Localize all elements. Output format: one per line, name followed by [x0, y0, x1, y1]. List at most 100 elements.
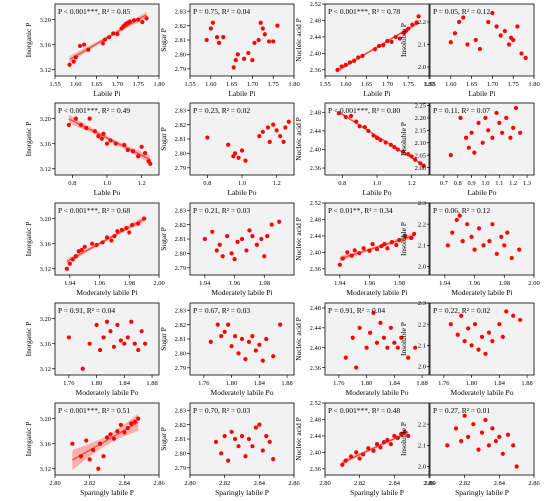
data-point: [481, 243, 486, 248]
x-tick-label: 1.1: [495, 180, 503, 187]
data-point: [465, 222, 470, 227]
data-point: [502, 28, 507, 34]
x-tick-label: 2.84: [389, 480, 401, 487]
data-point: [215, 322, 220, 327]
y-tick-label: 3.16: [40, 42, 52, 49]
data-point: [378, 138, 383, 143]
y-tick-label: 3.16: [40, 141, 52, 148]
data-point: [483, 115, 488, 120]
data-point: [112, 234, 117, 239]
data-point: [66, 122, 71, 128]
y-tick-label: 2.15: [415, 128, 426, 135]
data-point: [115, 31, 120, 37]
stats-annotation: P = 0.05, R² = 0.12: [433, 7, 490, 16]
y-tick-label: 2.36: [310, 165, 322, 172]
data-point: [254, 242, 259, 247]
data-point: [374, 246, 380, 252]
y-tick-label: 2.82: [175, 322, 186, 329]
x-tick-label: 2.80: [319, 480, 330, 487]
x-tick-label: 1.55: [424, 81, 435, 88]
y-tick-label: 2.83: [175, 307, 186, 314]
data-point: [226, 142, 231, 147]
data-point: [118, 422, 123, 428]
data-point: [409, 154, 414, 159]
x-axis-label: Labile Po: [228, 188, 257, 197]
plot-area: [324, 302, 430, 376]
stats-annotation: P < 0.001***, R² = 0.78: [328, 7, 400, 16]
data-point: [381, 43, 386, 48]
x-tick-label: 1.98: [124, 280, 135, 287]
stats-annotation: P = 0.23, R² = 0.02: [193, 106, 250, 115]
x-tick-label: 2.84: [254, 480, 266, 487]
plot-area: [429, 3, 535, 77]
scatter-panel: 0.8 1.0 1.2 3.12 3.16 3.20 P < 0.001***, R² = …: [24, 102, 160, 197]
data-point: [148, 161, 153, 166]
data-point: [115, 322, 120, 328]
data-point: [225, 234, 230, 239]
y-tick-label: 2.44: [310, 325, 322, 332]
data-point: [241, 56, 247, 61]
data-point: [84, 438, 89, 443]
data-point: [101, 454, 106, 459]
data-point: [371, 133, 376, 138]
data-point: [378, 445, 383, 450]
data-point: [122, 341, 127, 346]
data-point: [221, 35, 226, 40]
data-point: [250, 58, 255, 63]
y-axis-label: Sugar P: [159, 127, 168, 151]
data-point: [253, 348, 258, 353]
data-point: [354, 119, 359, 124]
data-point: [366, 128, 371, 133]
data-point: [416, 14, 421, 19]
data-point: [413, 157, 418, 162]
x-tick-label: 1.80: [466, 380, 477, 387]
y-tick-label: 2.79: [175, 165, 186, 172]
scatter-panel: 1.76 1.80 1.84 1.88 2.36 2.40 2.44 2.48 P = 0.91…: [294, 302, 430, 397]
data-point: [108, 138, 113, 143]
data-point: [457, 19, 462, 25]
x-axis-label: Labile Pi: [363, 89, 390, 98]
data-point: [360, 53, 365, 58]
data-point: [357, 325, 362, 330]
y-tick-label: 2.81: [175, 236, 186, 243]
x-tick-label: 1.70: [247, 81, 258, 88]
data-point: [454, 217, 459, 223]
data-point: [448, 322, 453, 327]
data-point: [354, 450, 359, 455]
data-point: [236, 351, 241, 356]
data-point: [111, 436, 117, 441]
data-point: [132, 419, 137, 424]
x-tick-label: 1.88: [416, 380, 427, 387]
data-point: [399, 335, 404, 340]
data-point: [352, 248, 357, 253]
data-point: [460, 239, 465, 244]
y-tick-label: 3.20: [40, 116, 51, 123]
x-tick-label: 1.96: [229, 280, 241, 287]
x-tick-label: 1.70: [487, 81, 498, 88]
data-point: [73, 254, 78, 259]
stats-annotation: P = 0.70, R² = 0.03: [193, 406, 250, 415]
data-point: [210, 20, 215, 25]
data-point: [518, 317, 523, 323]
y-tick-label: 2.0: [418, 64, 426, 71]
x-tick-label: 1.96: [469, 280, 481, 287]
data-point: [102, 37, 108, 42]
x-axis-label: Labile Po: [468, 188, 497, 197]
data-point: [265, 125, 271, 130]
stats-annotation: P = 0.75, R² = 0.04: [193, 7, 250, 16]
x-tick-label: 1.80: [153, 81, 164, 88]
data-point: [73, 55, 78, 60]
y-tick-label: 2.48: [310, 18, 321, 25]
data-point: [271, 354, 276, 359]
x-tick-label: 2.00: [153, 280, 164, 287]
x-axis-label: Moderately labile Pi: [451, 288, 512, 297]
data-point: [473, 37, 478, 43]
y-tick-label: 2.82: [175, 122, 186, 129]
data-point: [271, 39, 276, 44]
data-point: [130, 222, 135, 228]
data-point: [356, 55, 361, 60]
data-point: [111, 31, 116, 36]
data-point: [232, 436, 238, 442]
data-point: [267, 139, 272, 144]
data-point: [239, 336, 245, 342]
